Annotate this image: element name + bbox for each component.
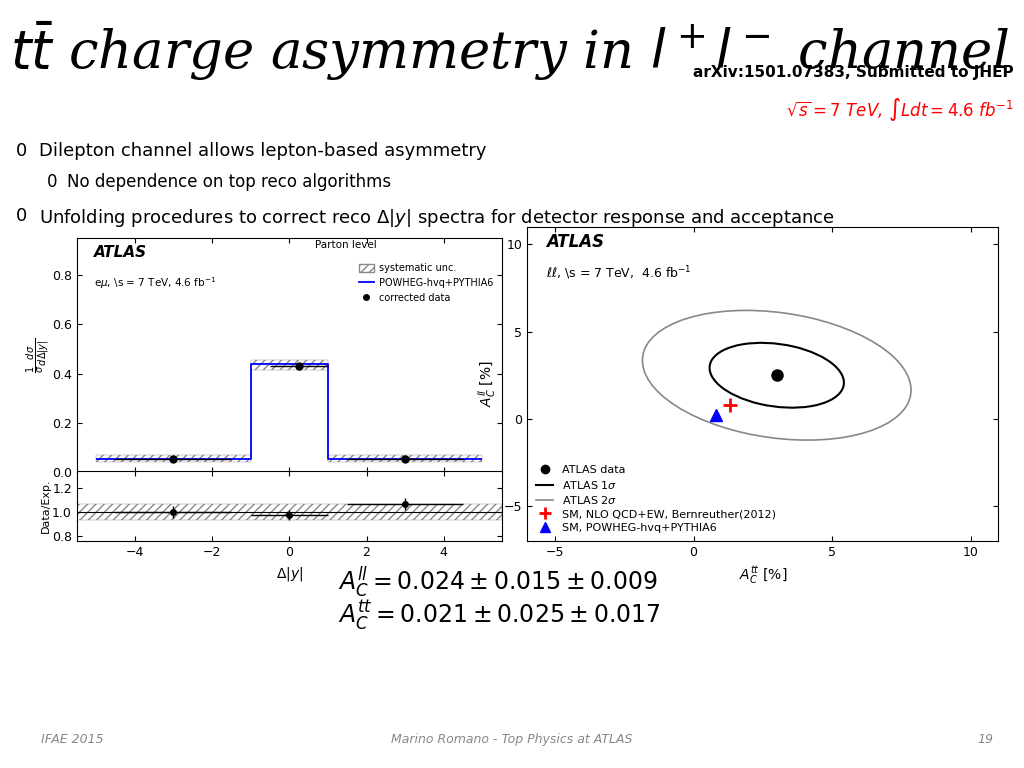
X-axis label: $\Delta|y|$: $\Delta|y|$: [275, 564, 303, 583]
Text: $\mathit{0}$: $\mathit{0}$: [46, 173, 57, 190]
Text: Parton level: Parton level: [314, 240, 377, 250]
Text: arXiv:1501.07383, Submitted to JHEP: arXiv:1501.07383, Submitted to JHEP: [693, 65, 1014, 81]
Text: $\ell\ell$, $\backslash$s = 7 TeV,  4.6 fb$^{-1}$: $\ell\ell$, $\backslash$s = 7 TeV, 4.6 f…: [546, 264, 692, 282]
Text: $A_C^{ll} = 0.024 \pm 0.015 \pm 0.009$: $A_C^{ll} = 0.024 \pm 0.015 \pm 0.009$: [338, 564, 657, 600]
Text: Marino Romano - Top Physics at ATLAS: Marino Romano - Top Physics at ATLAS: [391, 733, 633, 746]
Text: ATLAS: ATLAS: [546, 233, 604, 251]
Legend: systematic unc., POWHEG-hvq+PYTHIA6, corrected data: systematic unc., POWHEG-hvq+PYTHIA6, cor…: [355, 260, 497, 307]
Text: Unfolding procedures to correct reco $\Delta|y|$ spectra for detector response a: Unfolding procedures to correct reco $\D…: [39, 207, 835, 230]
Text: $\sqrt{s} = 7$ TeV, $\int Ldt = 4.6$ fb$^{-1}$: $\sqrt{s} = 7$ TeV, $\int Ldt = 4.6$ fb$…: [786, 96, 1014, 123]
Y-axis label: Data/Exp.: Data/Exp.: [41, 478, 50, 534]
Text: e$\mu$, $\backslash$s = 7 TeV, 4.6 fb$^{-1}$: e$\mu$, $\backslash$s = 7 TeV, 4.6 fb$^{…: [94, 276, 216, 291]
Y-axis label: $A_C^{ll}$ [%]: $A_C^{ll}$ [%]: [476, 361, 499, 407]
Text: No dependence on top reco algorithms: No dependence on top reco algorithms: [67, 173, 391, 190]
Y-axis label: $\frac{1}{\sigma}\frac{d\sigma}{d\Delta|y|}$: $\frac{1}{\sigma}\frac{d\sigma}{d\Delta|…: [24, 338, 50, 372]
Text: $\mathit{0}$: $\mathit{0}$: [15, 142, 28, 160]
Text: IFAE 2015: IFAE 2015: [41, 733, 103, 746]
Text: $A_C^{tt} = 0.021 \pm 0.025 \pm 0.017$: $A_C^{tt} = 0.021 \pm 0.025 \pm 0.017$: [338, 599, 660, 632]
Text: $t\bar{t}$ charge asymmetry in $l^+l^-$ channel: $t\bar{t}$ charge asymmetry in $l^+l^-$ …: [10, 19, 1009, 83]
Legend: ATLAS data, ATLAS 1$\sigma$, ATLAS 2$\sigma$, SM, NLO QCD+EW, Bernreuther(2012),: ATLAS data, ATLAS 1$\sigma$, ATLAS 2$\si…: [532, 462, 779, 536]
Text: 19: 19: [977, 733, 993, 746]
Text: $\mathit{0}$: $\mathit{0}$: [15, 207, 28, 225]
Text: Dilepton channel allows lepton-based asymmetry: Dilepton channel allows lepton-based asy…: [39, 142, 486, 160]
Text: ATLAS: ATLAS: [94, 245, 146, 260]
X-axis label: $A_C^{tt}$ [%]: $A_C^{tt}$ [%]: [738, 564, 787, 587]
